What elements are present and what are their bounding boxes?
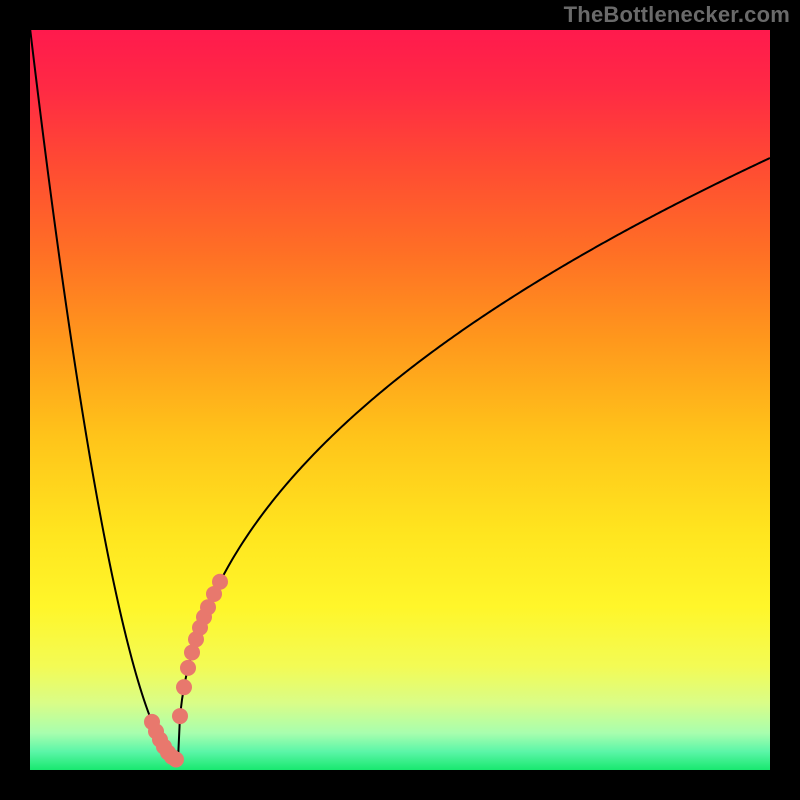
curve-marker[interactable] — [212, 574, 228, 590]
bottleneck-chart-svg — [0, 0, 800, 800]
curve-marker[interactable] — [172, 708, 188, 724]
watermark-text: TheBottlenecker.com — [564, 2, 790, 28]
curve-marker[interactable] — [176, 679, 192, 695]
plot-area — [30, 30, 770, 770]
curve-marker[interactable] — [180, 660, 196, 676]
chart-container: TheBottlenecker.com — [0, 0, 800, 800]
curve-marker[interactable] — [168, 752, 184, 768]
